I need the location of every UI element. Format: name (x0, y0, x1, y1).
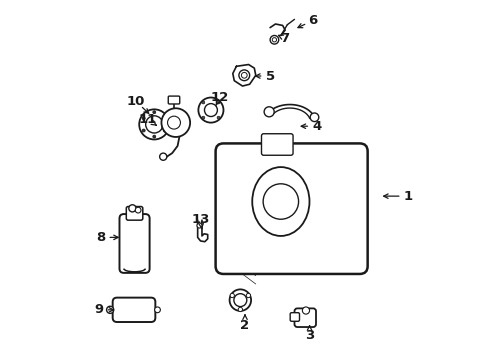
Text: 12: 12 (211, 91, 229, 104)
Text: 8: 8 (96, 231, 105, 244)
FancyBboxPatch shape (216, 143, 368, 274)
Circle shape (107, 306, 114, 314)
Text: 7: 7 (281, 32, 290, 45)
Circle shape (246, 293, 250, 298)
Ellipse shape (252, 167, 310, 236)
Circle shape (153, 111, 156, 114)
Text: 3: 3 (305, 329, 314, 342)
Circle shape (230, 289, 251, 311)
Circle shape (239, 70, 250, 81)
Circle shape (198, 98, 223, 123)
Circle shape (234, 294, 247, 307)
Text: 1: 1 (404, 190, 413, 203)
Circle shape (163, 117, 166, 120)
Circle shape (139, 109, 170, 139)
Circle shape (142, 129, 145, 132)
Text: 13: 13 (191, 213, 210, 226)
Circle shape (264, 107, 274, 117)
Circle shape (135, 207, 141, 213)
Circle shape (142, 117, 145, 120)
Text: 10: 10 (126, 95, 145, 108)
Circle shape (146, 116, 163, 133)
Circle shape (302, 307, 310, 314)
Circle shape (202, 116, 205, 119)
Text: 11: 11 (139, 113, 157, 126)
Circle shape (270, 36, 279, 44)
Text: 9: 9 (95, 303, 103, 316)
Circle shape (160, 153, 167, 160)
FancyBboxPatch shape (262, 134, 293, 155)
FancyBboxPatch shape (290, 313, 299, 321)
Text: 2: 2 (241, 319, 249, 332)
Circle shape (230, 293, 234, 298)
FancyBboxPatch shape (113, 298, 155, 322)
Circle shape (129, 205, 136, 212)
Text: 5: 5 (266, 69, 275, 82)
Circle shape (217, 101, 220, 104)
Circle shape (238, 307, 243, 312)
Circle shape (263, 184, 298, 219)
Circle shape (242, 72, 247, 78)
Text: 4: 4 (312, 120, 321, 133)
FancyBboxPatch shape (168, 96, 180, 104)
Circle shape (197, 223, 202, 228)
Text: 6: 6 (309, 14, 318, 27)
Circle shape (204, 104, 218, 117)
Circle shape (310, 113, 319, 122)
Circle shape (217, 116, 220, 119)
Circle shape (202, 101, 205, 104)
Circle shape (161, 108, 190, 137)
FancyBboxPatch shape (120, 214, 149, 273)
Circle shape (163, 129, 166, 132)
Circle shape (272, 38, 276, 42)
Circle shape (155, 307, 160, 313)
FancyBboxPatch shape (294, 309, 316, 327)
Circle shape (153, 135, 156, 138)
FancyBboxPatch shape (126, 207, 143, 220)
Circle shape (168, 116, 180, 129)
